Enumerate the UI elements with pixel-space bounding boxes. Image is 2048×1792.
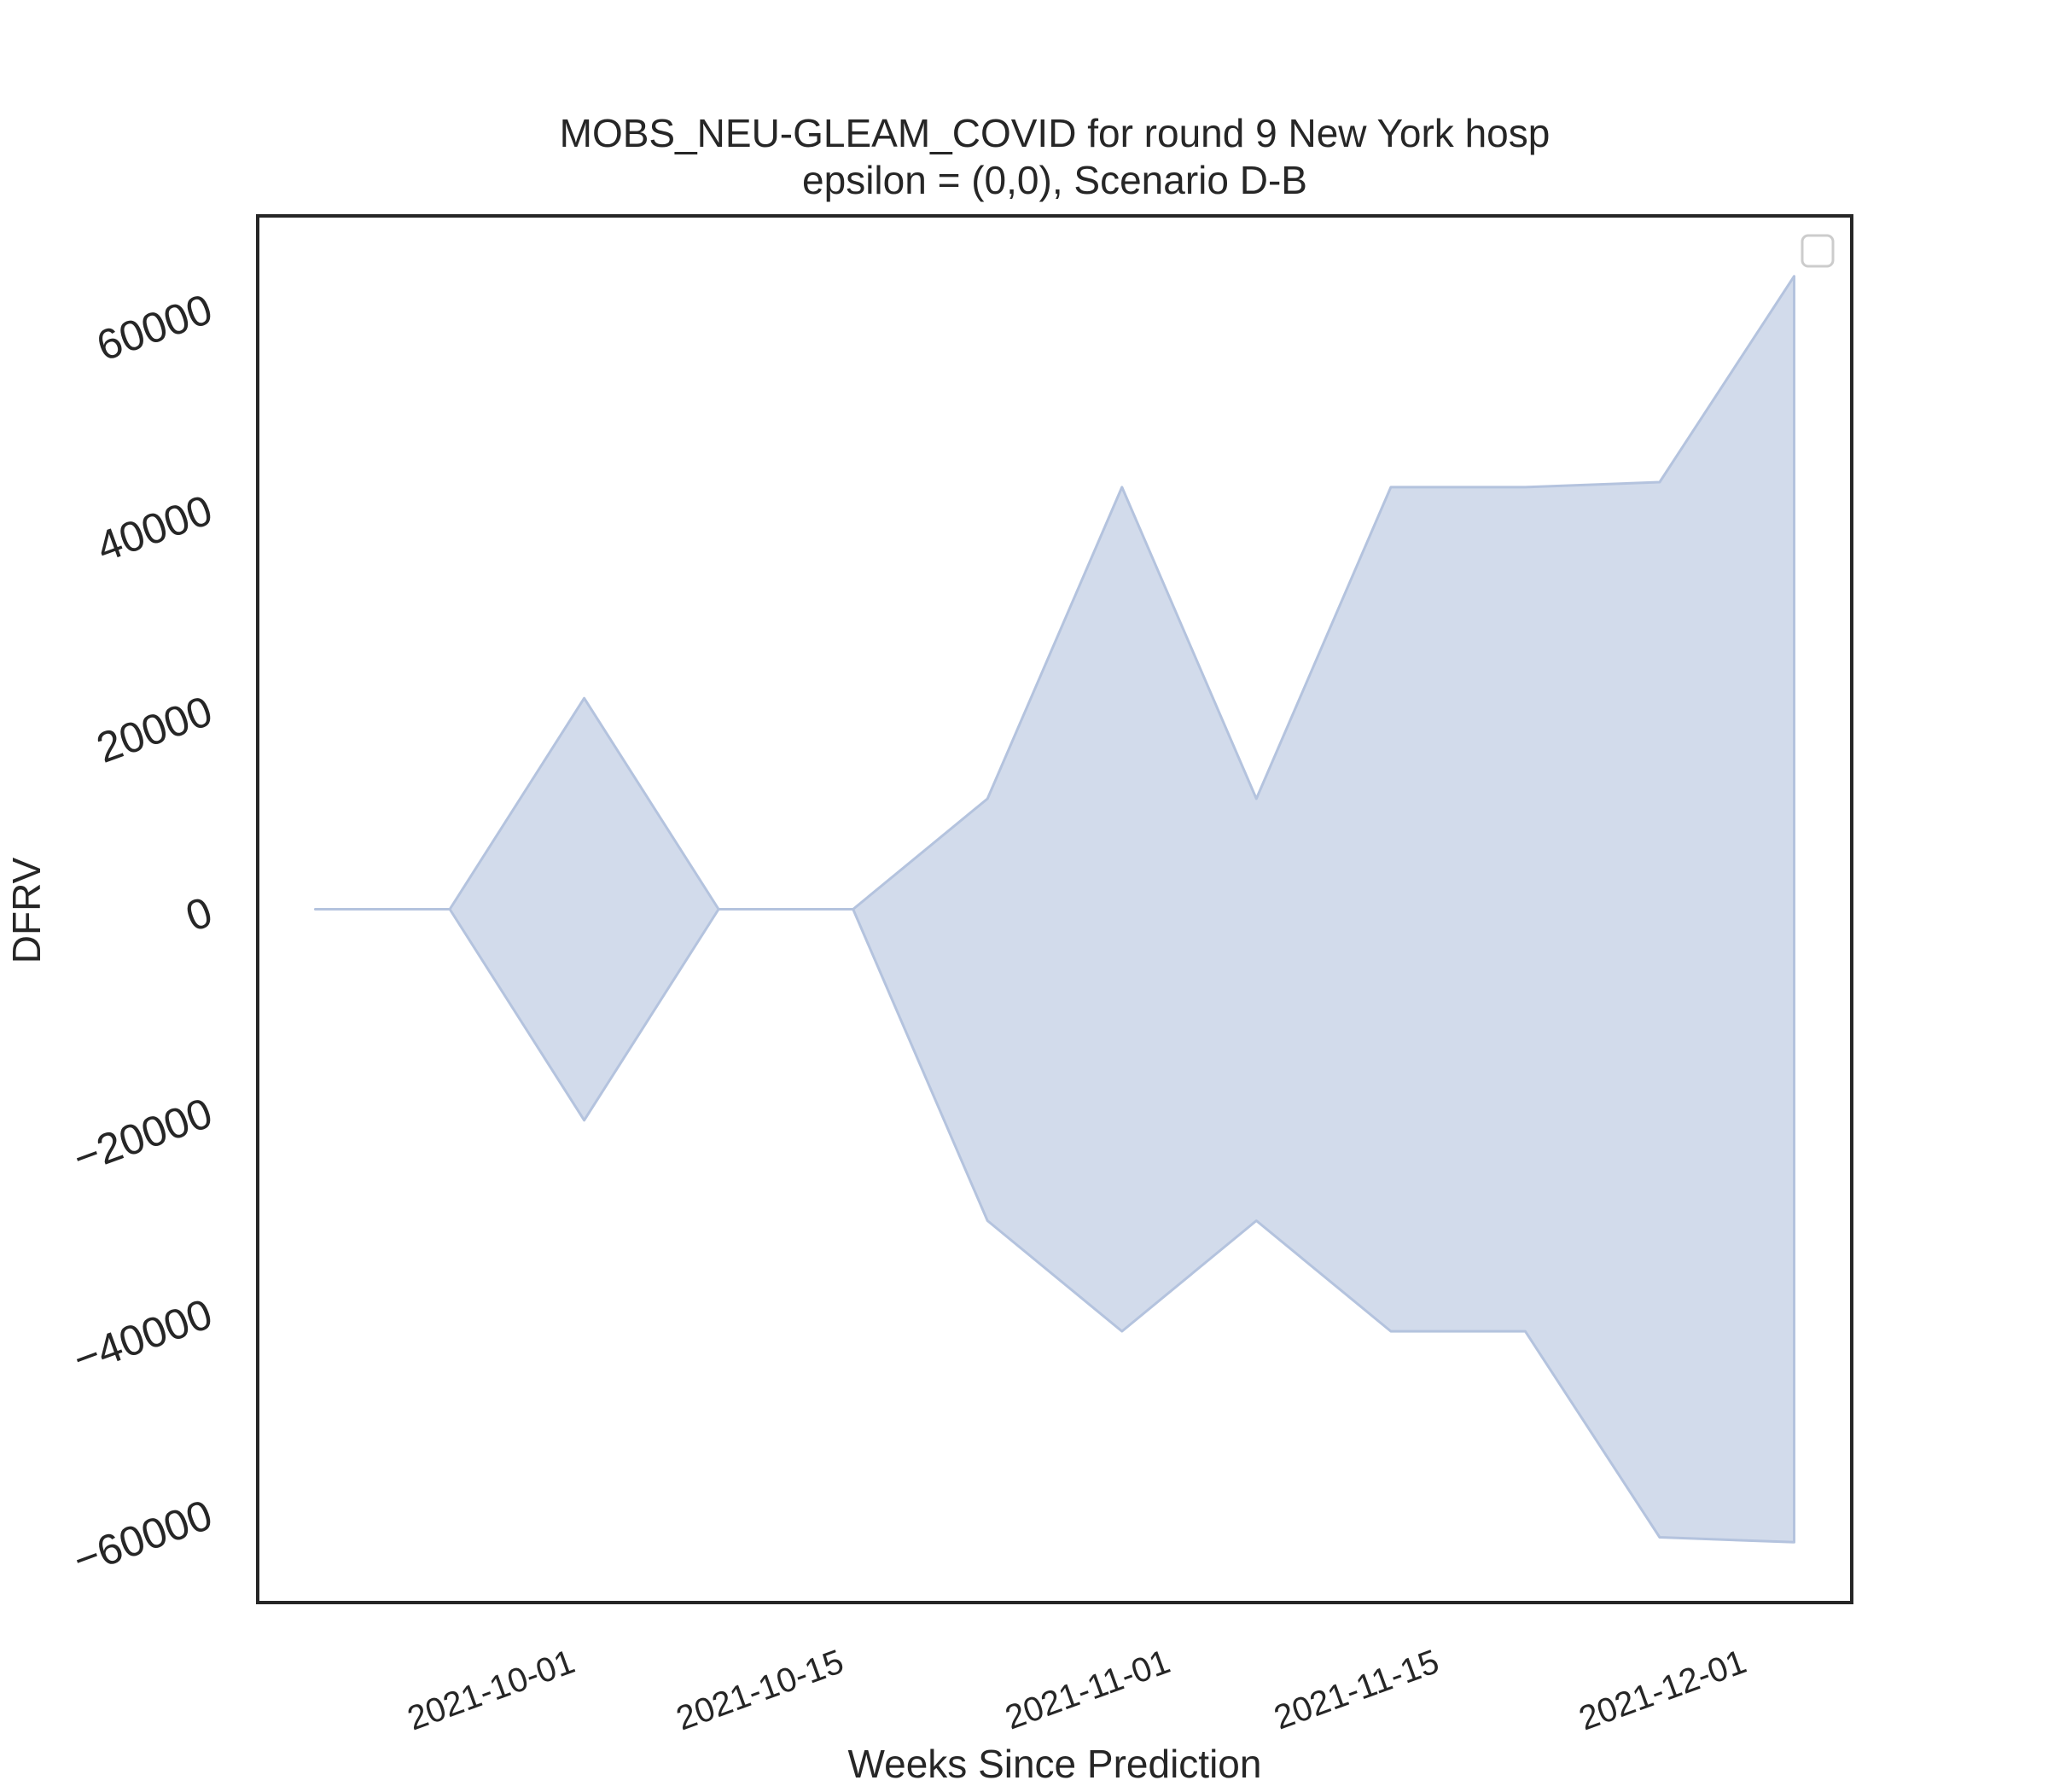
- x-tick-label: 2021-11-15: [1269, 1643, 1444, 1737]
- x-axis-label: Weeks Since Prediction: [848, 1742, 1262, 1786]
- chart-title: MOBS_NEU-GLEAM_COVID for round 9 New Yor…: [560, 111, 1551, 155]
- y-tick-label: 20000: [90, 687, 218, 772]
- y-tick-label: −20000: [67, 1089, 218, 1183]
- chart-subtitle: epsilon = (0,0), Scenario D-B: [802, 158, 1307, 202]
- x-tick-labels: 2021-10-01 2021-10-15 2021-11-01 2021-11-15…: [403, 1643, 1751, 1737]
- y-tick-labels: 60000 40000 20000 0 −20000 −40000 −60000: [67, 285, 218, 1585]
- legend-box: [1801, 234, 1835, 268]
- y-tick-label: −60000: [67, 1491, 218, 1585]
- y-tick-label: −40000: [67, 1289, 218, 1383]
- uncertainty-band-0: [314, 275, 1795, 1544]
- plot-area: [314, 275, 1795, 1544]
- x-tick-label: 2021-10-01: [403, 1643, 579, 1737]
- x-tick-label: 2021-11-01: [1000, 1643, 1175, 1737]
- y-axis-label: DFRV: [4, 857, 49, 963]
- y-tick-label: 40000: [90, 486, 218, 571]
- plot-frame: [256, 214, 1853, 1604]
- x-tick-label: 2021-10-15: [672, 1643, 848, 1737]
- x-tick-label: 2021-12-01: [1574, 1643, 1751, 1737]
- y-tick-label: 60000: [90, 285, 218, 370]
- y-tick-label: 0: [179, 887, 218, 940]
